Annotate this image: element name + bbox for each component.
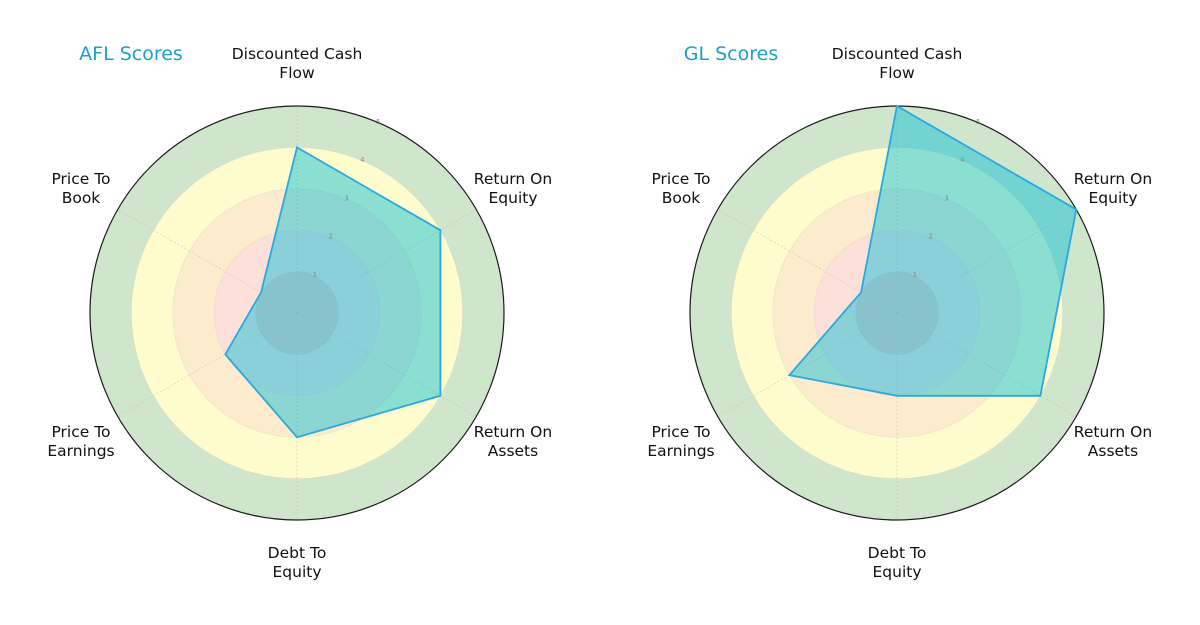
axis-label: Price To Earnings	[647, 423, 714, 460]
axis-spoke	[717, 209, 898, 314]
radial-tick-label: 4	[360, 156, 365, 164]
radial-tick-label: 1	[313, 271, 317, 279]
radial-tick-label: 5	[976, 118, 980, 126]
radial-tick-label: 2	[328, 233, 332, 241]
axis-spoke	[896, 312, 1077, 417]
axis-spoke	[896, 209, 1077, 314]
axis-label: Discounted Cash Flow	[232, 45, 363, 82]
axis-label: Return On Assets	[1074, 423, 1152, 460]
gl-radar-chart: 1 2 3 4 5 Discounted Cash Flow Return On Equity R…	[647, 43, 1152, 581]
axis-label: Debt To Equity	[268, 544, 327, 581]
chart-title: GL Scores	[684, 43, 778, 65]
radial-tick-label: 5	[376, 118, 380, 126]
axis-spoke	[717, 312, 898, 417]
outer-frame	[89, 105, 505, 521]
axis-label: Discounted Cash Flow	[832, 45, 963, 82]
radial-tick-label: 1	[913, 271, 917, 279]
axis-label: Return On Equity	[474, 170, 552, 207]
chart-title: AFL Scores	[79, 43, 183, 65]
score-polygon	[787, 104, 1078, 397]
axis-spoke	[117, 312, 298, 417]
axis-spoke	[296, 312, 477, 417]
radial-tick-label: 3	[944, 194, 948, 202]
axis-label: Return On Equity	[1074, 170, 1152, 207]
axis-label: Debt To Equity	[868, 544, 927, 581]
axis-spoke	[117, 209, 298, 314]
axis-label: Price To Earnings	[47, 423, 114, 460]
axis-label: Price To Book	[651, 170, 710, 207]
afl-radar-chart: 1 2 3 4 5 Discounted Cash Flow Return On Equity R…	[47, 43, 552, 581]
axis-label: Price To Book	[51, 170, 110, 207]
axis-label: Return On Assets	[474, 423, 552, 460]
axis-spoke	[296, 209, 477, 314]
radial-tick-label: 4	[960, 156, 965, 164]
radial-tick-label: 2	[928, 233, 932, 241]
radial-tick-label: 3	[344, 194, 348, 202]
score-polygon	[224, 146, 442, 439]
